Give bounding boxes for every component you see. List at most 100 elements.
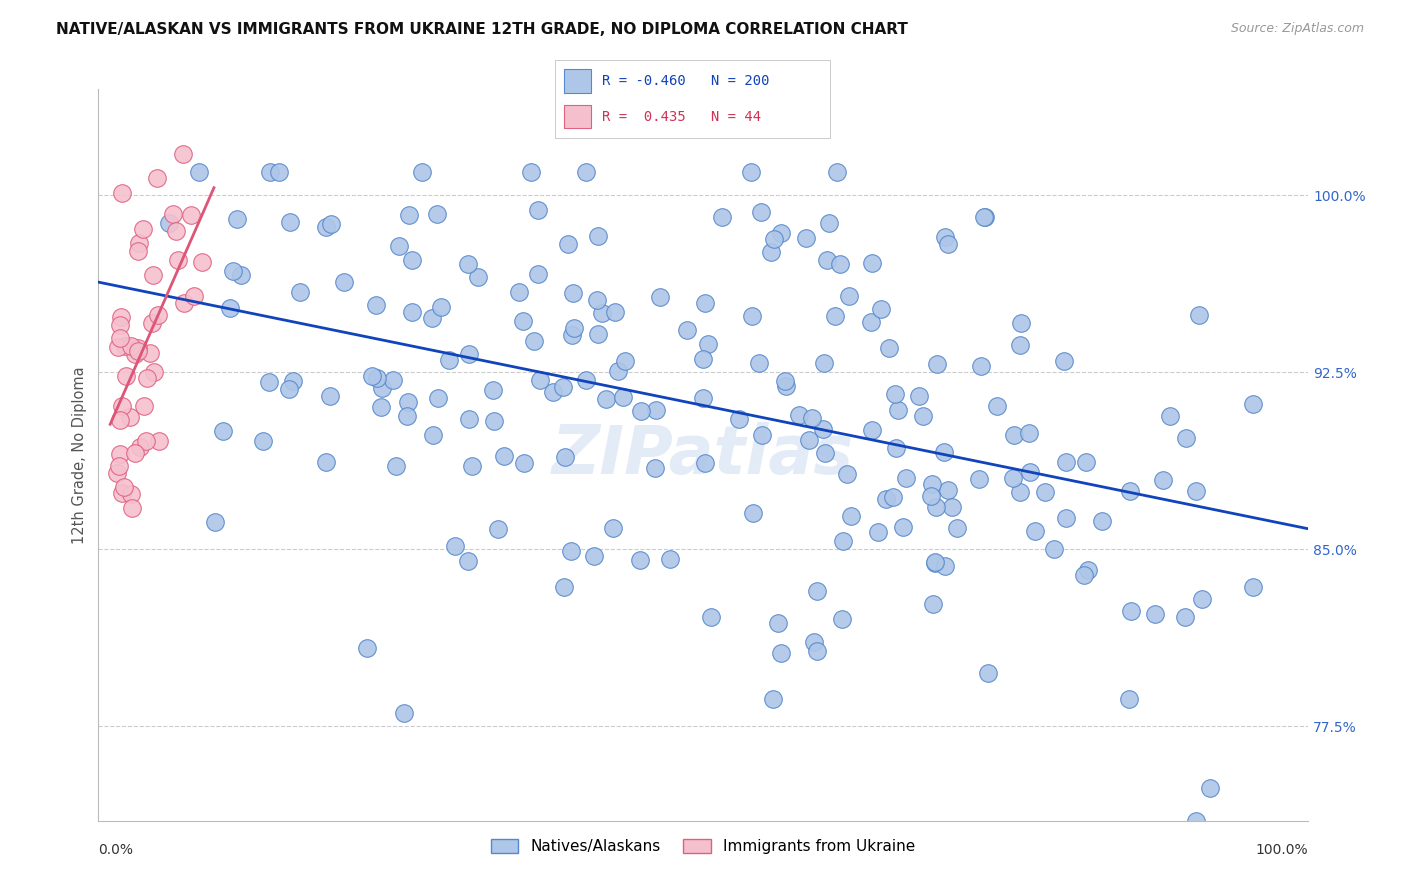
Point [602, 521, 624, 535]
Point [934, 230, 956, 244]
Point [628, 553, 651, 567]
Point [553, 580, 575, 594]
Point [148, 434, 170, 449]
Point [824, 309, 846, 323]
Point [1191, 592, 1213, 607]
Point [803, 635, 825, 649]
Point [839, 509, 862, 524]
Point [111, 186, 134, 200]
Point [396, 394, 419, 409]
Point [392, 706, 415, 720]
Point [131, 222, 153, 236]
Point [128, 440, 150, 454]
Point [398, 208, 420, 222]
Text: Source: ZipAtlas.com: Source: ZipAtlas.com [1230, 22, 1364, 36]
Point [366, 370, 388, 384]
Point [932, 445, 955, 459]
Point [741, 506, 763, 520]
Point [748, 356, 770, 370]
Point [813, 446, 835, 460]
Point [648, 290, 671, 304]
Point [813, 356, 835, 370]
Point [321, 218, 343, 232]
Point [831, 612, 853, 626]
Point [162, 207, 184, 221]
Point [172, 147, 194, 161]
Text: 0.0%: 0.0% [98, 843, 134, 856]
Point [675, 322, 697, 336]
Point [946, 521, 969, 535]
Point [1018, 426, 1040, 441]
Point [588, 228, 610, 243]
Point [105, 466, 128, 480]
Point [799, 433, 821, 447]
Point [1184, 483, 1206, 498]
Point [557, 236, 579, 251]
Point [107, 340, 129, 354]
Point [115, 369, 138, 384]
Point [401, 253, 423, 268]
Point [879, 341, 901, 355]
Point [924, 555, 946, 569]
Point [644, 461, 666, 475]
Point [806, 644, 828, 658]
Point [512, 314, 534, 328]
Point [467, 269, 489, 284]
Point [887, 403, 910, 417]
Point [1152, 473, 1174, 487]
Point [695, 296, 717, 310]
Point [1010, 484, 1032, 499]
Point [817, 215, 839, 229]
Point [801, 411, 824, 425]
Point [1119, 604, 1142, 618]
Point [107, 459, 129, 474]
Point [121, 501, 143, 516]
Point [457, 554, 479, 568]
Point [787, 409, 810, 423]
Point [1188, 309, 1211, 323]
Point [120, 338, 142, 352]
Point [430, 301, 453, 315]
Point [1052, 354, 1074, 368]
Point [925, 500, 948, 514]
Point [595, 392, 617, 406]
Point [141, 316, 163, 330]
Point [219, 301, 242, 315]
Point [356, 641, 378, 656]
Point [1174, 610, 1197, 624]
Point [1054, 455, 1077, 469]
Point [894, 470, 917, 484]
Point [1159, 409, 1181, 424]
Point [385, 459, 408, 474]
Point [921, 477, 943, 491]
Point [134, 399, 156, 413]
Point [907, 389, 929, 403]
Point [1024, 524, 1046, 538]
Point [127, 343, 149, 358]
Point [370, 400, 392, 414]
Point [769, 646, 792, 660]
Point [146, 308, 169, 322]
Point [925, 357, 948, 371]
Point [830, 257, 852, 271]
Point [554, 450, 576, 464]
Point [127, 244, 149, 259]
Point [395, 409, 418, 423]
Point [135, 434, 157, 449]
Point [110, 310, 132, 325]
Point [482, 414, 505, 428]
Point [986, 399, 1008, 413]
Point [437, 353, 460, 368]
Point [883, 386, 905, 401]
Point [773, 374, 796, 388]
Point [645, 403, 668, 417]
Text: 100.0%: 100.0% [1256, 843, 1308, 856]
Point [278, 382, 301, 396]
Point [614, 354, 637, 368]
Point [574, 373, 596, 387]
Point [112, 480, 135, 494]
Point [875, 491, 897, 506]
Point [283, 374, 305, 388]
Point [135, 371, 157, 385]
Point [1002, 427, 1025, 442]
